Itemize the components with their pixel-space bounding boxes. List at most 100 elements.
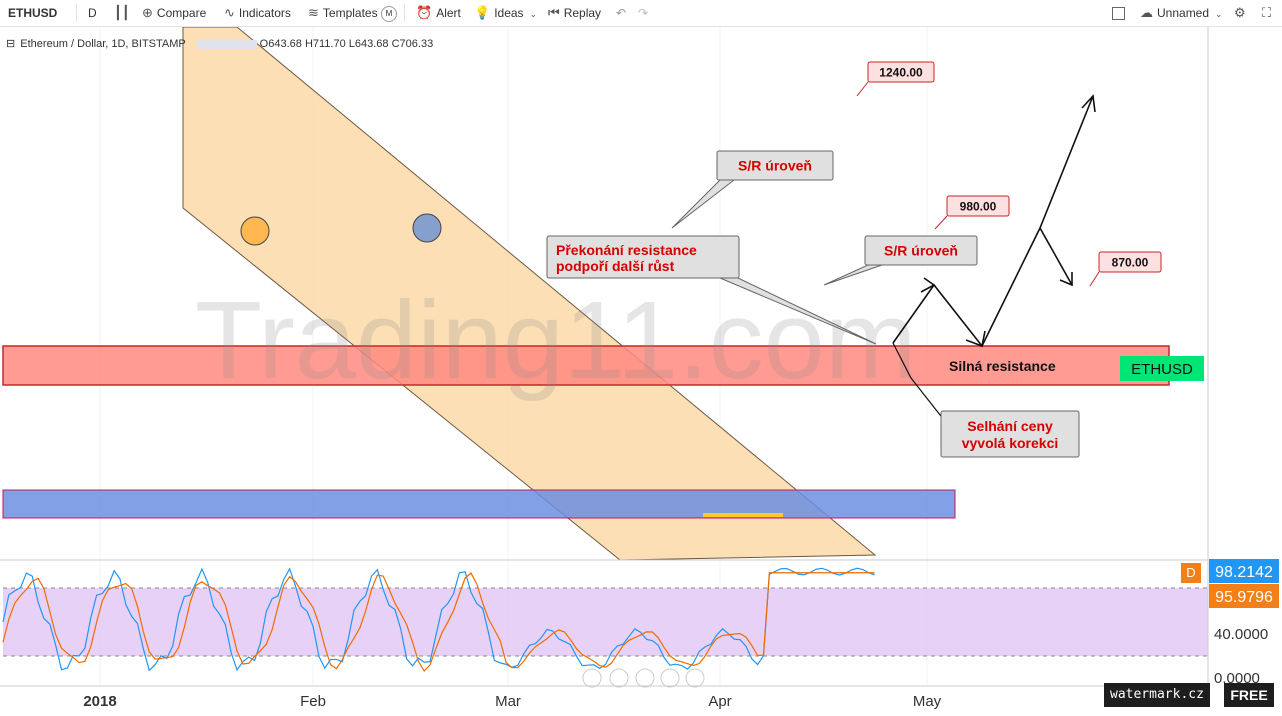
lightbulb-icon: 💡 bbox=[474, 5, 491, 20]
undo-button[interactable]: ↶ bbox=[616, 0, 626, 26]
candles-icon: ┃┃ bbox=[114, 5, 130, 20]
symbol-tag: ETHUSD bbox=[1131, 361, 1193, 378]
fail-line-1: Selhání ceny bbox=[967, 418, 1053, 434]
playback-control-icon[interactable] bbox=[685, 668, 705, 688]
callout-980: 980.00 bbox=[960, 199, 997, 213]
callout-1240: 1240.00 bbox=[879, 65, 923, 79]
watermark-text: Trading11.com bbox=[195, 279, 916, 402]
free-badge: FREE bbox=[1224, 683, 1274, 707]
price-chart[interactable]: Trading11.com 1240.00 980.00 870.00 S/R úro… bbox=[0, 27, 1282, 716]
legend-low: L643.68 bbox=[348, 38, 389, 50]
callout-870: 870.00 bbox=[1112, 255, 1149, 269]
fail-line-2: vyvolá korekci bbox=[962, 435, 1059, 451]
indicators-icon: ∿ bbox=[224, 5, 235, 20]
support-zone bbox=[2, 489, 956, 519]
compare-button[interactable]: ⊕ Compare bbox=[142, 0, 206, 26]
legend-close: C706.33 bbox=[391, 38, 434, 50]
osc-tag: 95.9796 bbox=[1215, 589, 1273, 606]
templates-button[interactable]: ≋ Templates M bbox=[308, 0, 397, 26]
callout-pointer bbox=[719, 277, 877, 345]
callout-pointer bbox=[671, 179, 736, 229]
osc-tag-box bbox=[1209, 584, 1279, 608]
arrow-head-icon bbox=[965, 330, 986, 348]
sr-label-1-box bbox=[716, 150, 834, 181]
base-marker bbox=[703, 513, 783, 517]
callout-1240-box bbox=[867, 61, 935, 83]
breakout-line-1: Překonání resistance bbox=[556, 242, 697, 258]
compare-label: Compare bbox=[156, 6, 207, 20]
osc-tag: 98.2142 bbox=[1215, 564, 1273, 581]
callout-pointer bbox=[892, 342, 945, 421]
redo-button[interactable]: ↷ bbox=[638, 0, 648, 26]
chart-legend: ⊟ Ethereum / Dollar, 1D, BITSTAMP O643.6… bbox=[6, 37, 433, 50]
layout-name-button[interactable]: ☁ Unnamed ⌄ bbox=[1140, 0, 1227, 26]
legend-open: O643.68 bbox=[259, 38, 302, 50]
sr-label-2-box bbox=[864, 235, 978, 266]
alarm-clock-icon: ⏰ bbox=[416, 5, 433, 20]
playback-control-icon[interactable] bbox=[582, 668, 602, 688]
alert-button[interactable]: ⏰ Alert bbox=[416, 0, 461, 26]
arrow-head-icon bbox=[1059, 272, 1073, 287]
alert-label: Alert bbox=[436, 6, 461, 20]
breakout-box bbox=[546, 235, 740, 279]
symbol-tag-box bbox=[1120, 356, 1204, 381]
ideas-label: Ideas bbox=[494, 6, 524, 20]
legend-collapse-icon[interactable]: ⊟ bbox=[6, 38, 16, 50]
fullscreen-icon: ⛶ bbox=[1262, 5, 1272, 20]
replay-button[interactable]: ⏮ Replay bbox=[548, 0, 601, 26]
highlight-circle-orange bbox=[240, 216, 270, 246]
playback-control-icon[interactable] bbox=[635, 668, 655, 688]
chevron-down-icon: ⌄ bbox=[1215, 9, 1223, 19]
templates-badge: M bbox=[380, 5, 397, 22]
toolbar-divider bbox=[404, 4, 405, 22]
layout-toggle-button[interactable] bbox=[1112, 0, 1125, 26]
callout-pointer bbox=[856, 81, 869, 97]
fullscreen-button[interactable]: ⛶ bbox=[1262, 0, 1275, 26]
arrow-head-icon bbox=[1081, 94, 1096, 113]
fail-box bbox=[940, 410, 1080, 458]
breakout-line-2: podpoří další růst bbox=[556, 258, 675, 274]
sr-label-1: S/R úroveň bbox=[738, 158, 812, 174]
toolbar-divider bbox=[76, 4, 77, 22]
indicators-button[interactable]: ∿ Indicators bbox=[224, 0, 291, 26]
interval-tag: D bbox=[1181, 563, 1201, 583]
indicators-label: Indicators bbox=[238, 6, 291, 20]
gear-icon: ⚙ bbox=[1234, 5, 1246, 20]
osc-tick: 0.0000 bbox=[1214, 670, 1260, 687]
templates-label: Templates bbox=[322, 6, 378, 20]
stochastic-band bbox=[3, 588, 1208, 656]
legend-buttons[interactable] bbox=[196, 39, 257, 49]
chart-type-button[interactable]: ┃┃ bbox=[114, 0, 134, 26]
layout-name: Unnamed bbox=[1157, 6, 1210, 20]
callout-pointer bbox=[823, 264, 883, 286]
strong-resistance-label: Silná resistance bbox=[949, 358, 1056, 374]
playback-control-icon[interactable] bbox=[660, 668, 680, 688]
time-tick: Mar bbox=[495, 693, 521, 710]
interval-button[interactable]: D bbox=[88, 6, 97, 20]
time-tick: Apr bbox=[708, 693, 731, 710]
projection-path-down bbox=[1039, 227, 1073, 286]
legend-title: Ethereum / Dollar, 1D, BITSTAMP bbox=[20, 38, 186, 50]
callout-870-box bbox=[1098, 251, 1162, 273]
arrow-head-icon bbox=[920, 277, 936, 293]
time-tick: 2018 bbox=[83, 693, 116, 710]
playback-control-icon[interactable] bbox=[609, 668, 629, 688]
redo-icon: ↷ bbox=[638, 6, 649, 20]
compare-icon: ⊕ bbox=[142, 5, 153, 20]
footer-watermark: watermark.cz bbox=[1104, 683, 1210, 707]
templates-icon: ≋ bbox=[308, 5, 319, 20]
sr-label-2: S/R úroveň bbox=[884, 243, 958, 259]
chevron-down-icon: ⌄ bbox=[529, 9, 538, 19]
replay-label: Replay bbox=[563, 6, 602, 20]
osc-tick: 40.0000 bbox=[1214, 626, 1268, 643]
callout-pointer bbox=[1089, 271, 1100, 287]
replay-icon: ⏮ bbox=[548, 5, 560, 20]
settings-button[interactable]: ⚙ bbox=[1234, 0, 1250, 26]
highlight-circle-blue bbox=[412, 213, 442, 243]
square-icon bbox=[1112, 7, 1125, 21]
symbol-search[interactable]: ETHUSD bbox=[8, 6, 58, 20]
osc-tag-box bbox=[1209, 559, 1279, 583]
callout-980-box bbox=[946, 195, 1010, 217]
ideas-button[interactable]: 💡 Ideas ⌄ bbox=[474, 0, 541, 26]
cloud-icon: ☁ bbox=[1140, 5, 1153, 20]
